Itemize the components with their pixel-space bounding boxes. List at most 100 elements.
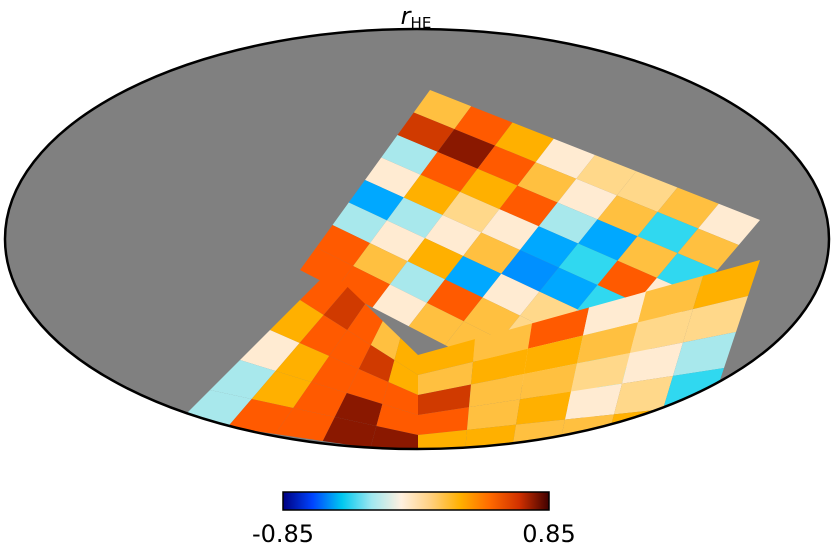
map-pixel [617,236,678,278]
chart-title: rHE [0,2,832,32]
map-pixel [614,375,673,415]
map-pixel [499,185,558,227]
map-pixel [437,129,495,169]
map-pixel [275,408,335,441]
map-pixel [334,393,383,426]
map-pixel [571,353,630,392]
map-pixel [346,369,389,404]
map-pixel [376,404,418,435]
map-pixel [467,399,520,430]
map-pixel [463,232,520,274]
map-pixel [442,191,500,233]
map-pixel [482,273,540,316]
map-pixel [630,309,693,353]
map-pixel [637,211,699,254]
map-pixel [516,391,571,425]
map-pixel [418,339,475,375]
map-pixel [576,155,637,196]
map-pixel [683,296,748,343]
map-pixel [677,228,739,270]
map-pixel [463,297,520,340]
map-pixel [471,348,528,385]
map-outline [3,27,831,451]
map-pixel [397,112,455,152]
map-pixel [332,202,387,244]
map-pixel [403,174,460,215]
title-subscript: HE [410,14,432,32]
map-pixel [558,243,618,285]
map-pixel [386,197,443,239]
map-pixel [407,238,464,280]
map-pixel [538,202,598,244]
map-pixel [673,332,736,376]
map-pixel [336,265,390,308]
map-pixel [539,267,598,310]
map-pixel [597,260,657,303]
map-pixel [365,157,421,198]
map-pixel [293,382,347,417]
colorbar-min-label: -0.85 [251,520,315,548]
map-pixel [322,417,377,448]
map-pixel [300,270,348,315]
map-pixel [275,343,330,382]
map-pixel [583,291,646,336]
map-pixel [370,321,401,360]
map-pixel [348,180,404,221]
map-pixel [517,162,577,203]
map-pixel [299,315,348,356]
map-pixel [454,106,513,146]
map-pixel [240,330,300,371]
map-pixel [413,90,472,130]
colorbar-gradient [282,491,550,511]
map-pixel [657,187,719,229]
map-pixel [408,302,464,345]
map-pixel [597,195,658,237]
map-pixel [445,255,502,298]
map-pixel [270,300,324,343]
map-pixel [460,168,518,210]
map-pixel [524,335,583,374]
map-pixel [418,361,473,395]
map-pixel [495,122,554,163]
map-pixel [358,345,395,382]
map-pixel [501,250,559,292]
map-pixel [535,138,595,179]
map-pixel [394,338,418,375]
map-pixel [420,151,478,192]
map-pixel [622,342,683,384]
map-pixel [520,226,579,268]
map-pixel [577,322,638,364]
map-pixel [557,178,617,220]
colorbar-max-label: 0.85 [522,520,576,548]
map-pixel [425,215,482,256]
title-symbol: r [400,2,411,30]
map-pixel [323,287,366,330]
map-pixel [578,219,638,261]
map-pixel [381,135,438,175]
map-pixel [370,220,425,262]
map-pixel [616,171,678,212]
map-pixel [520,363,577,400]
map-pixel [528,307,589,349]
map-pixel [469,374,524,408]
map-pixel [698,203,760,245]
map-pixel [353,243,408,285]
map-pixels [180,90,760,449]
map-pixel [388,360,418,395]
map-pixel [481,209,539,250]
map-pixel [329,330,371,369]
map-pixel [426,279,483,322]
map-pixel [565,383,622,420]
map-pixel [347,304,383,345]
map-pixel [382,382,418,415]
map-pixel [390,261,445,303]
map-pixel [300,247,354,289]
map-pixel [311,356,359,393]
map-pixel [693,260,760,310]
map-pixel [372,284,427,327]
map-pixel [473,323,532,362]
map-pixel [316,225,370,266]
map-pixel [227,399,294,434]
